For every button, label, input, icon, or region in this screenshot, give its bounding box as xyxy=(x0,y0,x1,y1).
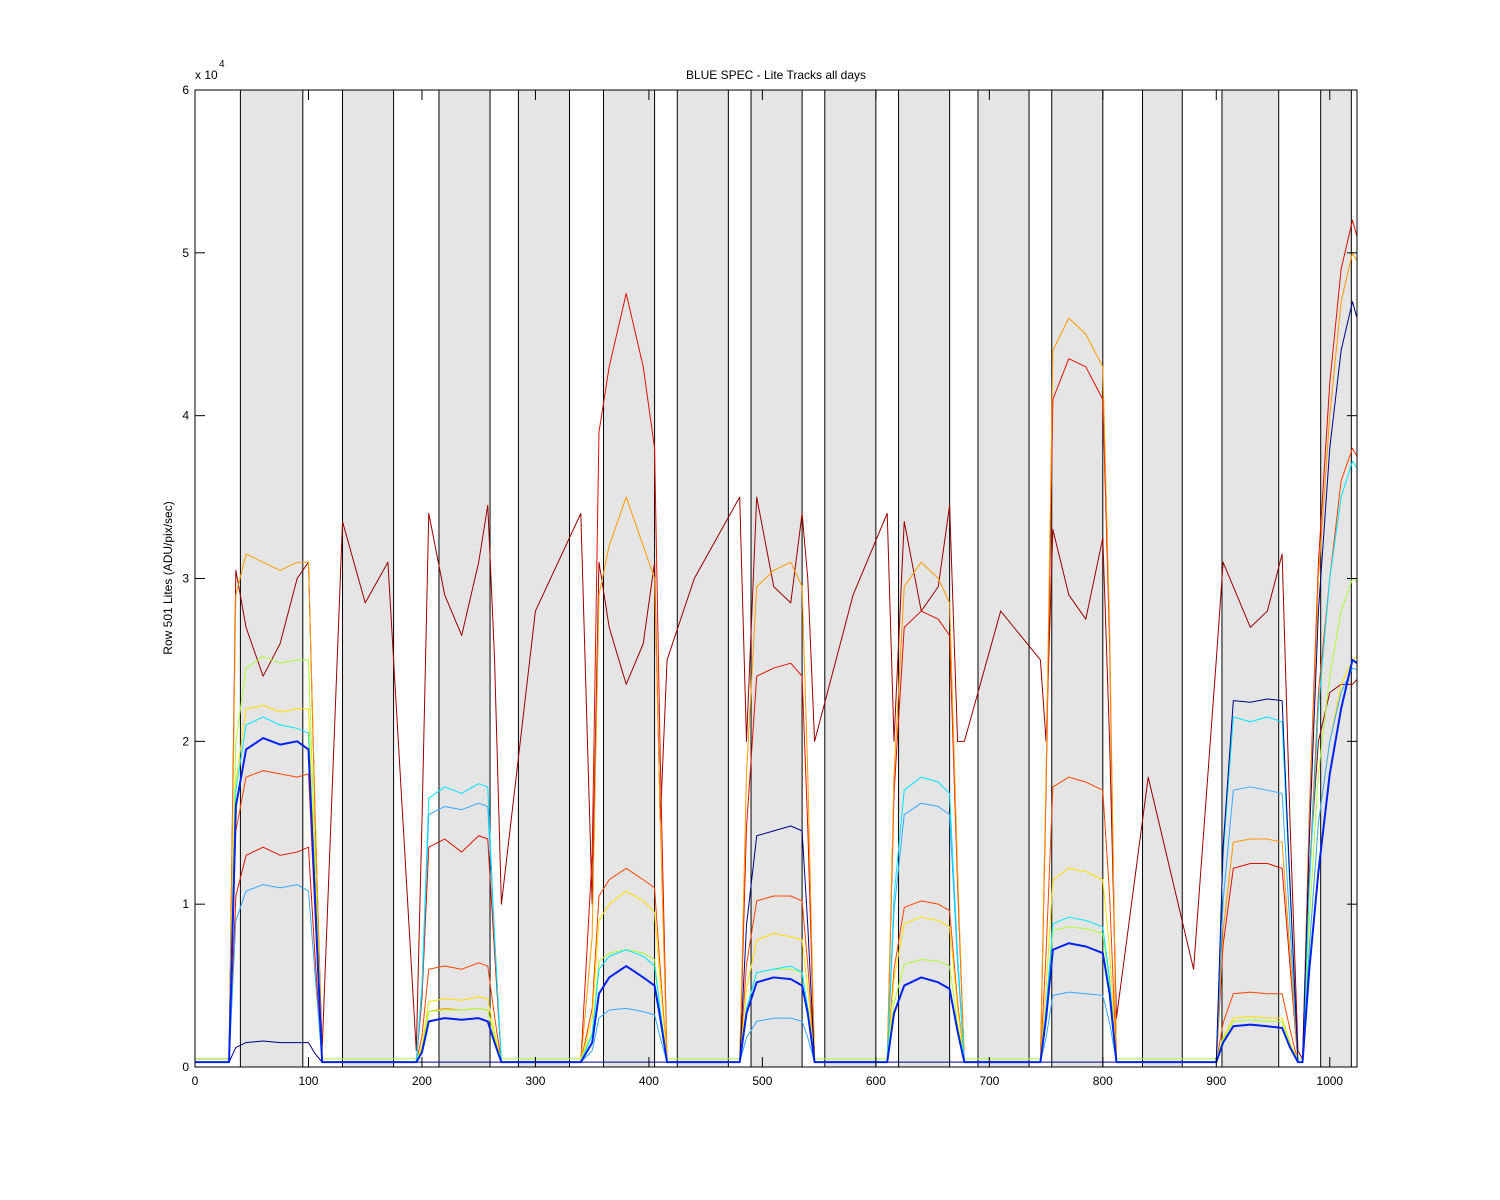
x-tick-label: 200 xyxy=(412,1074,432,1088)
shaded-band xyxy=(1320,89,1352,1068)
x-tick-label: 600 xyxy=(866,1074,886,1088)
y-tick-label: 2 xyxy=(182,734,189,748)
x-tick-label: 900 xyxy=(1206,1074,1226,1088)
y-multiplier-exponent: 4 xyxy=(219,59,225,70)
shaded-band xyxy=(438,89,491,1068)
shaded-band xyxy=(603,89,656,1068)
y-tick-label: 6 xyxy=(182,83,189,97)
shaded-band xyxy=(1051,89,1104,1068)
x-tick-label: 1000 xyxy=(1316,1074,1343,1088)
y-multiplier: x 10 xyxy=(195,68,218,82)
y-tick-label: 1 xyxy=(182,897,189,911)
shaded-band xyxy=(676,89,729,1068)
x-tick-label: 700 xyxy=(979,1074,999,1088)
series-line xyxy=(195,578,1358,1060)
shaded-band xyxy=(898,89,951,1068)
shaded-band xyxy=(342,89,395,1068)
shaded-band xyxy=(750,89,803,1068)
x-tick-label: 800 xyxy=(1093,1074,1113,1088)
shaded-band xyxy=(824,89,877,1068)
series-line xyxy=(195,496,1358,1060)
shaded-band xyxy=(1142,89,1183,1068)
series-line xyxy=(195,658,1358,1064)
shaded-band xyxy=(239,89,304,1068)
y-tick-label: 3 xyxy=(182,572,189,586)
chart-title: BLUE SPEC - Lite Tracks all days xyxy=(686,68,866,82)
shaded-band xyxy=(977,89,1030,1068)
shaded-band xyxy=(517,89,570,1068)
x-tick-label: 300 xyxy=(525,1074,545,1088)
y-tick-label: 5 xyxy=(182,246,189,260)
y-axis-label: Row 501 Lites (ADU/pix/sec) xyxy=(161,501,175,654)
x-tick-label: 0 xyxy=(192,1074,199,1088)
x-tick-label: 500 xyxy=(752,1074,772,1088)
y-tick-label: 4 xyxy=(182,409,189,423)
x-tick-label: 400 xyxy=(639,1074,659,1088)
y-tick-label: 0 xyxy=(182,1060,189,1074)
shaded-band xyxy=(1221,89,1280,1068)
x-tick-label: 100 xyxy=(298,1074,318,1088)
